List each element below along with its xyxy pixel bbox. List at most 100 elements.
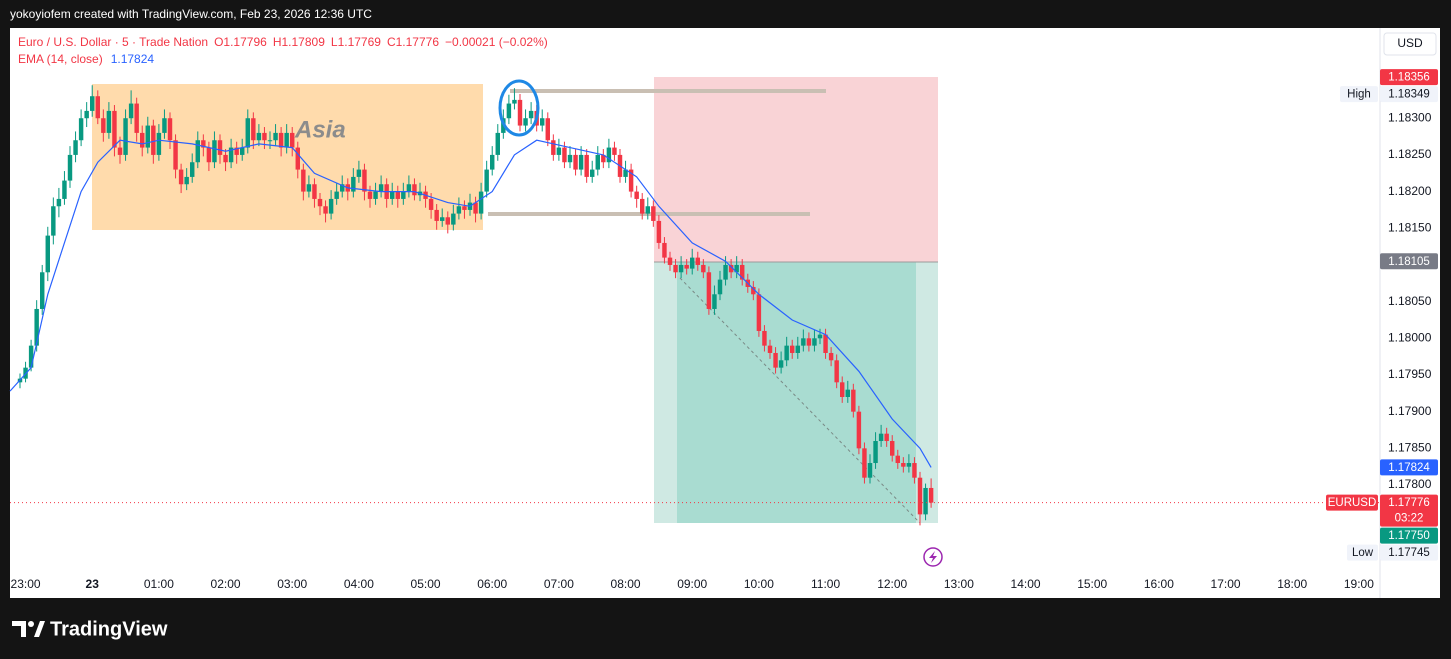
candle-body xyxy=(295,147,300,170)
candle-body xyxy=(701,264,706,273)
annotation-text: Asia xyxy=(294,116,346,143)
x-tick-label: 06:00 xyxy=(477,577,507,591)
candle-body xyxy=(301,169,306,192)
candle-body xyxy=(901,463,906,467)
price-tag-label: 1.18349 xyxy=(1388,89,1430,101)
candle-body xyxy=(128,103,134,119)
candle-body xyxy=(540,118,545,126)
candle-body xyxy=(756,294,762,331)
y-tick-label: 1.18250 xyxy=(1388,147,1432,161)
candle-body xyxy=(523,118,528,126)
price-tag-name: Low xyxy=(1352,547,1374,559)
candle-body xyxy=(678,264,684,273)
price-tag-name-box xyxy=(1347,544,1378,561)
legend-line: EMA (14, close) 1.17824 xyxy=(18,52,154,66)
legend-field-label: L xyxy=(331,35,338,49)
candle-body xyxy=(40,272,45,309)
candle-body xyxy=(634,191,639,199)
candle-body xyxy=(284,132,289,148)
y-tick-label: 1.18150 xyxy=(1388,220,1432,234)
candle-body xyxy=(378,184,384,192)
candle-body xyxy=(117,147,123,155)
price-tag-name-box xyxy=(1326,494,1378,511)
candle-body xyxy=(56,198,62,207)
candle-body xyxy=(723,264,728,280)
candle-body xyxy=(178,169,184,185)
x-tick-label: 05:00 xyxy=(411,577,441,591)
candle-body xyxy=(790,345,795,353)
legend-field-value: 1.17769 xyxy=(338,35,382,49)
logo-part xyxy=(12,621,26,637)
candle-body xyxy=(462,206,467,210)
candle-body xyxy=(206,147,212,163)
candle-body xyxy=(628,169,634,192)
price-tag-name: EURUSD xyxy=(1328,497,1377,509)
price-tag-label: 1.17824 xyxy=(1388,462,1430,474)
candle-body xyxy=(878,433,884,442)
y-tick-label: 1.17800 xyxy=(1388,477,1432,491)
candle-body xyxy=(340,184,345,192)
candle-body xyxy=(290,132,295,148)
currency-button[interactable] xyxy=(1383,32,1437,56)
candle-body xyxy=(173,140,178,170)
candle-body xyxy=(45,235,50,273)
candle-body xyxy=(773,352,778,368)
candle-body xyxy=(217,140,223,155)
logo-part xyxy=(28,621,34,627)
series-layer xyxy=(9,85,1380,526)
candle-body xyxy=(606,147,612,163)
candle-body xyxy=(84,110,89,119)
candle-body xyxy=(251,118,256,141)
candle-body xyxy=(223,154,228,163)
candle-body xyxy=(362,169,367,192)
x-tick-label: 13:00 xyxy=(944,577,974,591)
candle-body xyxy=(312,184,317,199)
candle-body xyxy=(90,96,95,111)
legend-field-value: 1.17796 xyxy=(223,35,267,49)
candle-body xyxy=(73,140,78,155)
price-tag xyxy=(1380,69,1438,86)
candle-body xyxy=(517,99,523,126)
candle-body xyxy=(856,411,862,449)
legend-change: −0.00021 (−0.02%) xyxy=(445,35,548,49)
candle-body xyxy=(667,257,673,265)
candle-body xyxy=(612,147,617,155)
candle-body xyxy=(373,191,378,199)
y-tick-label: 1.17900 xyxy=(1388,404,1432,418)
logo-part xyxy=(34,621,45,637)
candle-body xyxy=(884,433,889,442)
candle-body xyxy=(390,191,395,199)
candle-body xyxy=(923,487,928,515)
candle-body xyxy=(434,209,439,221)
candle-body xyxy=(356,169,362,177)
legend-field-label: H xyxy=(273,35,282,49)
candle-body xyxy=(623,169,628,177)
x-tick-label: 02:00 xyxy=(211,577,241,591)
candle-body xyxy=(195,140,200,163)
legend-line: Euro / U.S. Dollar · 5 · Trade Nation O1.… xyxy=(18,35,548,49)
candle-body xyxy=(917,477,923,515)
candle-body xyxy=(323,206,328,214)
currency-label[interactable]: USD xyxy=(1397,36,1423,50)
candle-body xyxy=(834,360,839,383)
candle-body xyxy=(112,110,117,148)
x-tick-label: 16:00 xyxy=(1144,577,1174,591)
x-tick-label: 10:00 xyxy=(744,577,774,591)
candle-body xyxy=(106,110,112,133)
candle-body xyxy=(717,279,723,295)
candle-body xyxy=(867,463,873,478)
candle-body xyxy=(262,132,267,141)
candle-body xyxy=(740,264,745,280)
candle-body xyxy=(751,286,756,295)
legend-field-value: 1.17809 xyxy=(281,35,325,49)
candle-body xyxy=(451,213,456,225)
session-box xyxy=(92,84,483,230)
legend-title: Euro / U.S. Dollar · 5 · Trade Nation xyxy=(18,35,208,49)
candle-body xyxy=(601,154,606,163)
candle-body xyxy=(795,345,800,353)
candle-body xyxy=(690,257,695,269)
candle-body xyxy=(95,96,100,119)
x-tick-label: 08:00 xyxy=(611,577,641,591)
y-tick-label: 1.17850 xyxy=(1388,441,1432,455)
